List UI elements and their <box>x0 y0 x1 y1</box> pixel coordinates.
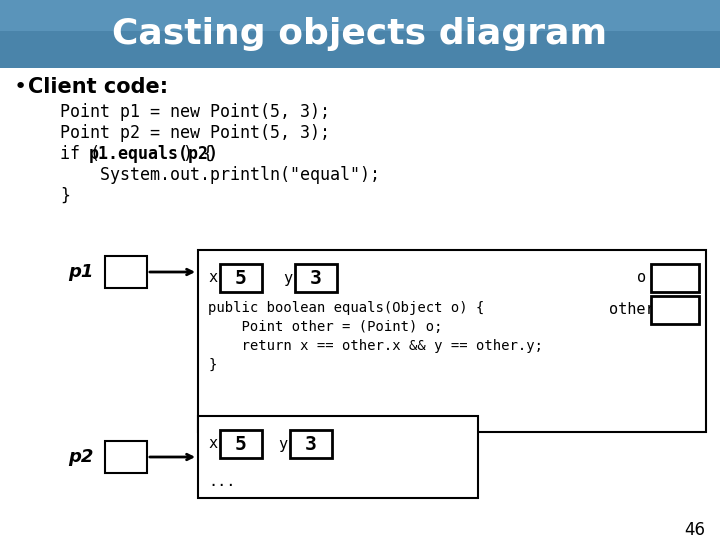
Text: x: x <box>208 436 217 451</box>
Bar <box>198 416 478 498</box>
Bar <box>651 264 699 292</box>
Text: 5: 5 <box>235 268 247 287</box>
Text: 3: 3 <box>305 435 317 454</box>
Text: Casting objects diagram: Casting objects diagram <box>112 17 608 51</box>
Text: Point p1 = new Point(5, 3);: Point p1 = new Point(5, 3); <box>60 103 330 121</box>
Text: if (: if ( <box>60 145 100 163</box>
Text: 5: 5 <box>235 435 247 454</box>
Text: o: o <box>637 271 646 286</box>
Bar <box>198 250 706 432</box>
Bar <box>290 430 332 458</box>
Text: }: } <box>208 358 217 372</box>
Text: x: x <box>208 271 217 286</box>
Bar <box>105 441 147 473</box>
Text: ) {: ) { <box>183 145 212 163</box>
Text: y: y <box>278 436 287 451</box>
Text: 46: 46 <box>684 521 705 539</box>
Bar <box>105 256 147 288</box>
Text: p1.equals(p2): p1.equals(p2) <box>89 145 219 163</box>
Text: other: other <box>609 302 654 318</box>
Bar <box>220 264 262 292</box>
Text: p1: p1 <box>68 263 94 281</box>
Text: }: } <box>60 187 70 205</box>
Text: Point p2 = new Point(5, 3);: Point p2 = new Point(5, 3); <box>60 124 330 142</box>
Text: ...: ... <box>208 475 235 489</box>
Text: System.out.println("equal");: System.out.println("equal"); <box>60 166 380 184</box>
Bar <box>295 264 337 292</box>
Bar <box>0 0 720 68</box>
Text: •: • <box>14 77 27 97</box>
Text: Point other = (Point) o;: Point other = (Point) o; <box>208 320 443 334</box>
Bar <box>220 430 262 458</box>
Text: public boolean equals(Object o) {: public boolean equals(Object o) { <box>208 301 485 315</box>
Bar <box>651 296 699 324</box>
Bar <box>0 0 720 31</box>
Text: Client code:: Client code: <box>28 77 168 97</box>
Text: p2: p2 <box>68 448 94 466</box>
Bar <box>0 68 720 540</box>
Text: return x == other.x && y == other.y;: return x == other.x && y == other.y; <box>208 339 543 353</box>
Text: 3: 3 <box>310 268 322 287</box>
Text: y: y <box>283 271 292 286</box>
